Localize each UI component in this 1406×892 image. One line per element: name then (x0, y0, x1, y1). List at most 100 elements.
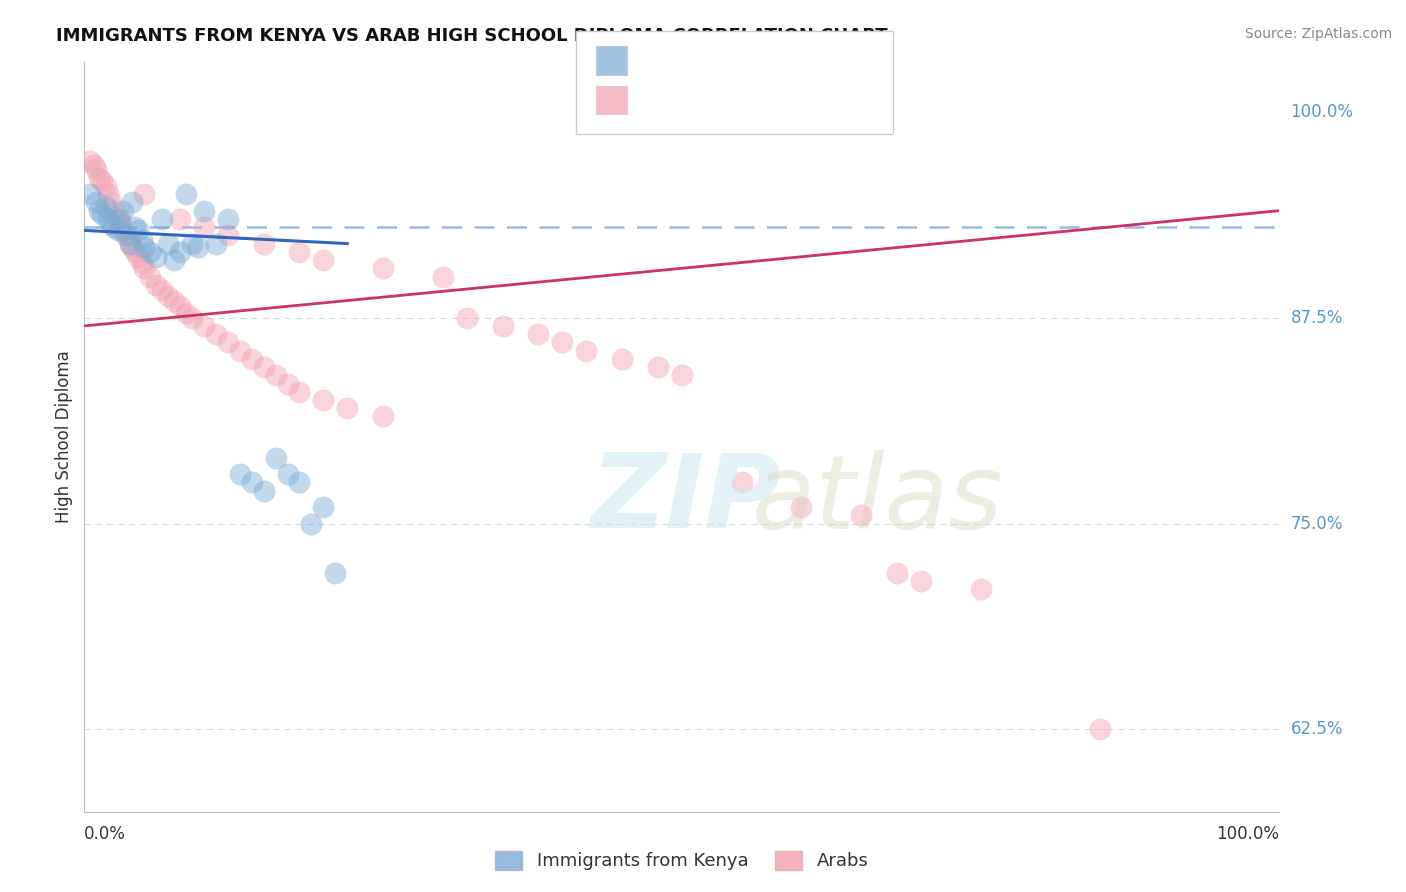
Text: 0.005: 0.005 (672, 52, 728, 70)
Point (790, 500, 813, 514)
Point (139, 244, 162, 259)
Point (169, 299, 191, 313)
Point (312, 253, 335, 268)
Point (647, 360, 669, 375)
Point (174, 187, 197, 202)
Point (115, 228, 138, 243)
Point (163, 253, 186, 268)
Point (150, 283, 173, 297)
Point (131, 256, 153, 270)
Point (277, 467, 299, 482)
Point (103, 203, 125, 218)
Point (132, 187, 156, 202)
Point (886, 566, 908, 580)
Point (851, 508, 873, 523)
Text: ZIP: ZIP (591, 449, 782, 550)
Point (253, 236, 276, 251)
Point (205, 327, 228, 342)
Text: atlas: atlas (752, 450, 1004, 549)
Point (217, 228, 239, 243)
Text: 100.0%: 100.0% (1291, 103, 1354, 120)
Point (312, 392, 335, 407)
Text: IMMIGRANTS FROM KENYA VS ARAB HIGH SCHOOL DIPLOMA CORRELATION CHART: IMMIGRANTS FROM KENYA VS ARAB HIGH SCHOO… (56, 27, 887, 45)
Point (527, 327, 550, 342)
Text: 0.0%: 0.0% (84, 825, 127, 843)
Point (217, 335, 239, 350)
Point (181, 236, 204, 251)
Point (181, 310, 204, 325)
Point (325, 566, 347, 580)
Text: N =: N = (731, 91, 765, 109)
Text: R =: R = (634, 91, 668, 109)
Point (131, 233, 153, 247)
Point (132, 261, 156, 276)
Point (312, 500, 335, 514)
Point (103, 220, 125, 235)
Point (1090, 723, 1112, 737)
Point (107, 223, 129, 237)
Point (110, 217, 132, 231)
Point (229, 467, 252, 482)
Point (456, 310, 478, 325)
Text: N =: N = (731, 52, 765, 70)
Point (174, 306, 197, 320)
Text: 100.0%: 100.0% (1216, 825, 1279, 843)
Point (127, 250, 149, 264)
Point (145, 277, 167, 292)
Text: Source: ZipAtlas.com: Source: ZipAtlas.com (1244, 27, 1392, 41)
Point (264, 450, 287, 465)
Point (115, 228, 138, 243)
Point (205, 236, 228, 251)
Point (240, 351, 263, 366)
Point (163, 294, 186, 309)
Point (217, 211, 239, 226)
Point (157, 289, 180, 303)
Point (86, 162, 108, 177)
Point (970, 582, 993, 597)
Point (94, 178, 117, 193)
Point (110, 211, 132, 226)
Point (118, 236, 141, 251)
Point (83, 157, 105, 171)
Point (193, 220, 215, 235)
Point (575, 343, 598, 358)
Point (97, 187, 120, 202)
Point (121, 240, 143, 254)
Point (87, 203, 110, 218)
Point (79, 154, 101, 169)
Point (87, 170, 110, 185)
Point (373, 409, 395, 424)
Point (100, 195, 122, 210)
Point (86, 195, 108, 210)
Text: 75.0%: 75.0% (1291, 515, 1343, 533)
Point (169, 244, 191, 259)
Point (107, 211, 129, 226)
Point (336, 401, 359, 416)
Point (432, 269, 454, 284)
Text: 0.051: 0.051 (672, 91, 728, 109)
Point (264, 368, 287, 383)
Point (132, 240, 156, 254)
Point (373, 261, 395, 276)
Point (551, 335, 574, 350)
Text: 64: 64 (763, 91, 789, 109)
Point (193, 318, 215, 333)
Y-axis label: High School Diploma: High School Diploma (55, 351, 73, 524)
Point (731, 475, 754, 490)
Point (124, 244, 146, 259)
Point (910, 574, 932, 589)
Point (139, 269, 162, 284)
Point (253, 360, 276, 375)
Point (288, 384, 311, 399)
Point (229, 343, 252, 358)
Point (124, 220, 146, 235)
Point (193, 203, 215, 218)
Legend: Immigrants from Kenya, Arabs: Immigrants from Kenya, Arabs (488, 844, 876, 878)
Point (79, 187, 101, 202)
Point (612, 351, 634, 366)
Point (492, 318, 515, 333)
Point (91, 207, 114, 221)
Point (145, 250, 167, 264)
Point (97, 211, 120, 226)
Text: 87.5%: 87.5% (1291, 309, 1343, 326)
